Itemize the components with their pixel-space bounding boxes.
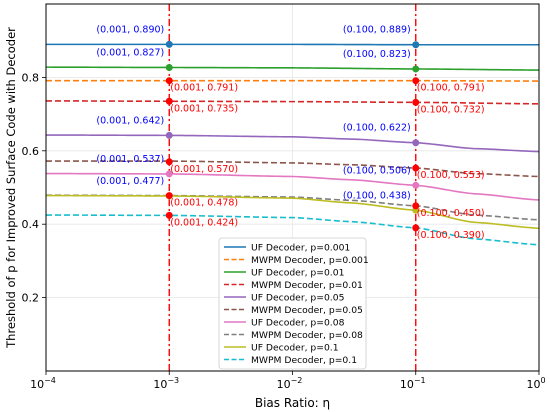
x-tick-exponent-1: −3 — [167, 376, 179, 385]
x-tick-exponent-4: 0 — [540, 376, 545, 385]
y-axis-ticks: 0.2 0.4 0.6 0.8 — [22, 71, 46, 305]
legend-label-1: MWPM Decoder, p=0.001 — [251, 255, 369, 266]
x-axis-ticks: 10−4 10−3 10−2 10−1 100 — [30, 371, 546, 391]
x-tick-base-0: 10 — [30, 378, 44, 391]
point-marker-3 — [165, 97, 173, 105]
point-marker-19 — [412, 224, 420, 232]
x-tick-exponent-3: −1 — [414, 376, 426, 385]
point-label-13: (0.100, 0.732) — [417, 104, 485, 115]
point-label-19: (0.100, 0.390) — [417, 230, 485, 241]
point-label-10: (0.100, 0.889) — [343, 25, 411, 36]
x-tick-label-1: 10−3 — [153, 376, 179, 391]
point-label-0: (0.001, 0.890) — [96, 24, 164, 35]
point-label-16: (0.100, 0.553) — [417, 170, 485, 181]
point-marker-8 — [165, 192, 173, 200]
point-marker-13 — [412, 98, 420, 106]
point-label-5: (0.001, 0.537) — [96, 154, 164, 165]
point-marker-14 — [412, 139, 420, 147]
x-tick-label-3: 10−1 — [400, 376, 426, 391]
series-line-3 — [46, 100, 540, 105]
x-tick-label-4: 100 — [526, 376, 545, 391]
series-line-6 — [45, 172, 540, 201]
point-marker-18 — [412, 202, 420, 210]
x-tick-base-1: 10 — [153, 378, 167, 391]
y-tick-label-0: 0.2 — [22, 292, 40, 305]
y-tick-label-3: 0.8 — [22, 71, 40, 84]
point-label-15: (0.100, 0.506) — [343, 165, 411, 176]
y-tick-label-2: 0.6 — [22, 145, 40, 158]
point-label-12: (0.100, 0.791) — [417, 83, 485, 94]
point-marker-0 — [165, 40, 173, 48]
point-label-17: (0.100, 0.438) — [343, 190, 411, 201]
point-label-3: (0.001, 0.735) — [170, 103, 238, 114]
point-label-2: (0.001, 0.791) — [170, 83, 238, 94]
point-marker-9 — [165, 211, 173, 219]
point-marker-6 — [165, 158, 173, 166]
x-tick-base-4: 10 — [526, 378, 540, 391]
point-marker-12 — [412, 77, 420, 85]
series-lines — [45, 43, 540, 246]
point-marker-4 — [165, 131, 173, 139]
point-marker-11 — [412, 65, 420, 73]
series-line-2 — [45, 66, 540, 71]
legend-label-0: UF Decoder, p=0.001 — [251, 242, 350, 253]
point-label-18: (0.100, 0.450) — [417, 208, 485, 219]
point-marker-2 — [165, 77, 173, 85]
x-tick-base-2: 10 — [277, 378, 291, 391]
legend: UF Decoder, p=0.001 MWPM Decoder, p=0.001… — [218, 237, 369, 370]
point-label-6: (0.001, 0.570) — [170, 164, 238, 175]
x-tick-exponent-2: −2 — [291, 376, 303, 385]
legend-label-5: MWPM Decoder, p=0.05 — [251, 305, 363, 316]
legend-label-7: MWPM Decoder, p=0.08 — [251, 330, 363, 341]
legend-label-3: MWPM Decoder, p=0.01 — [251, 280, 363, 291]
legend-box — [218, 237, 367, 370]
point-label-7: (0.001, 0.477) — [96, 176, 164, 187]
point-label-1: (0.001, 0.827) — [96, 47, 164, 58]
legend-label-9: MWPM Decoder, p=0.1 — [251, 355, 357, 366]
point-marker-10 — [412, 41, 420, 49]
legend-label-4: UF Decoder, p=0.05 — [251, 292, 345, 303]
point-marker-15 — [412, 181, 420, 189]
x-tick-label-0: 10−4 — [30, 376, 56, 391]
annotated-points: (0.001, 0.890) (0.001, 0.827) (0.001, 0.79… — [96, 24, 485, 241]
x-tick-label-2: 10−2 — [277, 376, 303, 391]
y-tick-label-1: 0.4 — [22, 218, 40, 231]
point-marker-1 — [165, 63, 173, 71]
point-label-9: (0.001, 0.424) — [170, 217, 238, 228]
x-tick-exponent-0: −4 — [44, 376, 56, 385]
series-line-8 — [45, 194, 540, 230]
point-label-11: (0.100, 0.823) — [343, 49, 411, 60]
x-axis-label: Bias Ratio: η — [255, 396, 330, 410]
point-label-14: (0.100, 0.622) — [343, 123, 411, 134]
legend-label-2: UF Decoder, p=0.01 — [251, 267, 344, 278]
x-tick-base-3: 10 — [400, 378, 414, 391]
point-label-8: (0.001, 0.478) — [170, 198, 238, 209]
legend-label-6: UF Decoder, p=0.08 — [251, 317, 345, 328]
point-label-4: (0.001, 0.642) — [96, 115, 164, 126]
series-line-4 — [45, 134, 540, 153]
series-line-9 — [46, 214, 540, 246]
series-line-5 — [46, 160, 540, 178]
legend-label-8: UF Decoder, p=0.1 — [251, 342, 339, 353]
point-marker-16 — [412, 164, 420, 172]
point-marker-5 — [165, 170, 173, 178]
y-axis-label: Threshold of p for Improved Surface Code… — [4, 27, 18, 349]
